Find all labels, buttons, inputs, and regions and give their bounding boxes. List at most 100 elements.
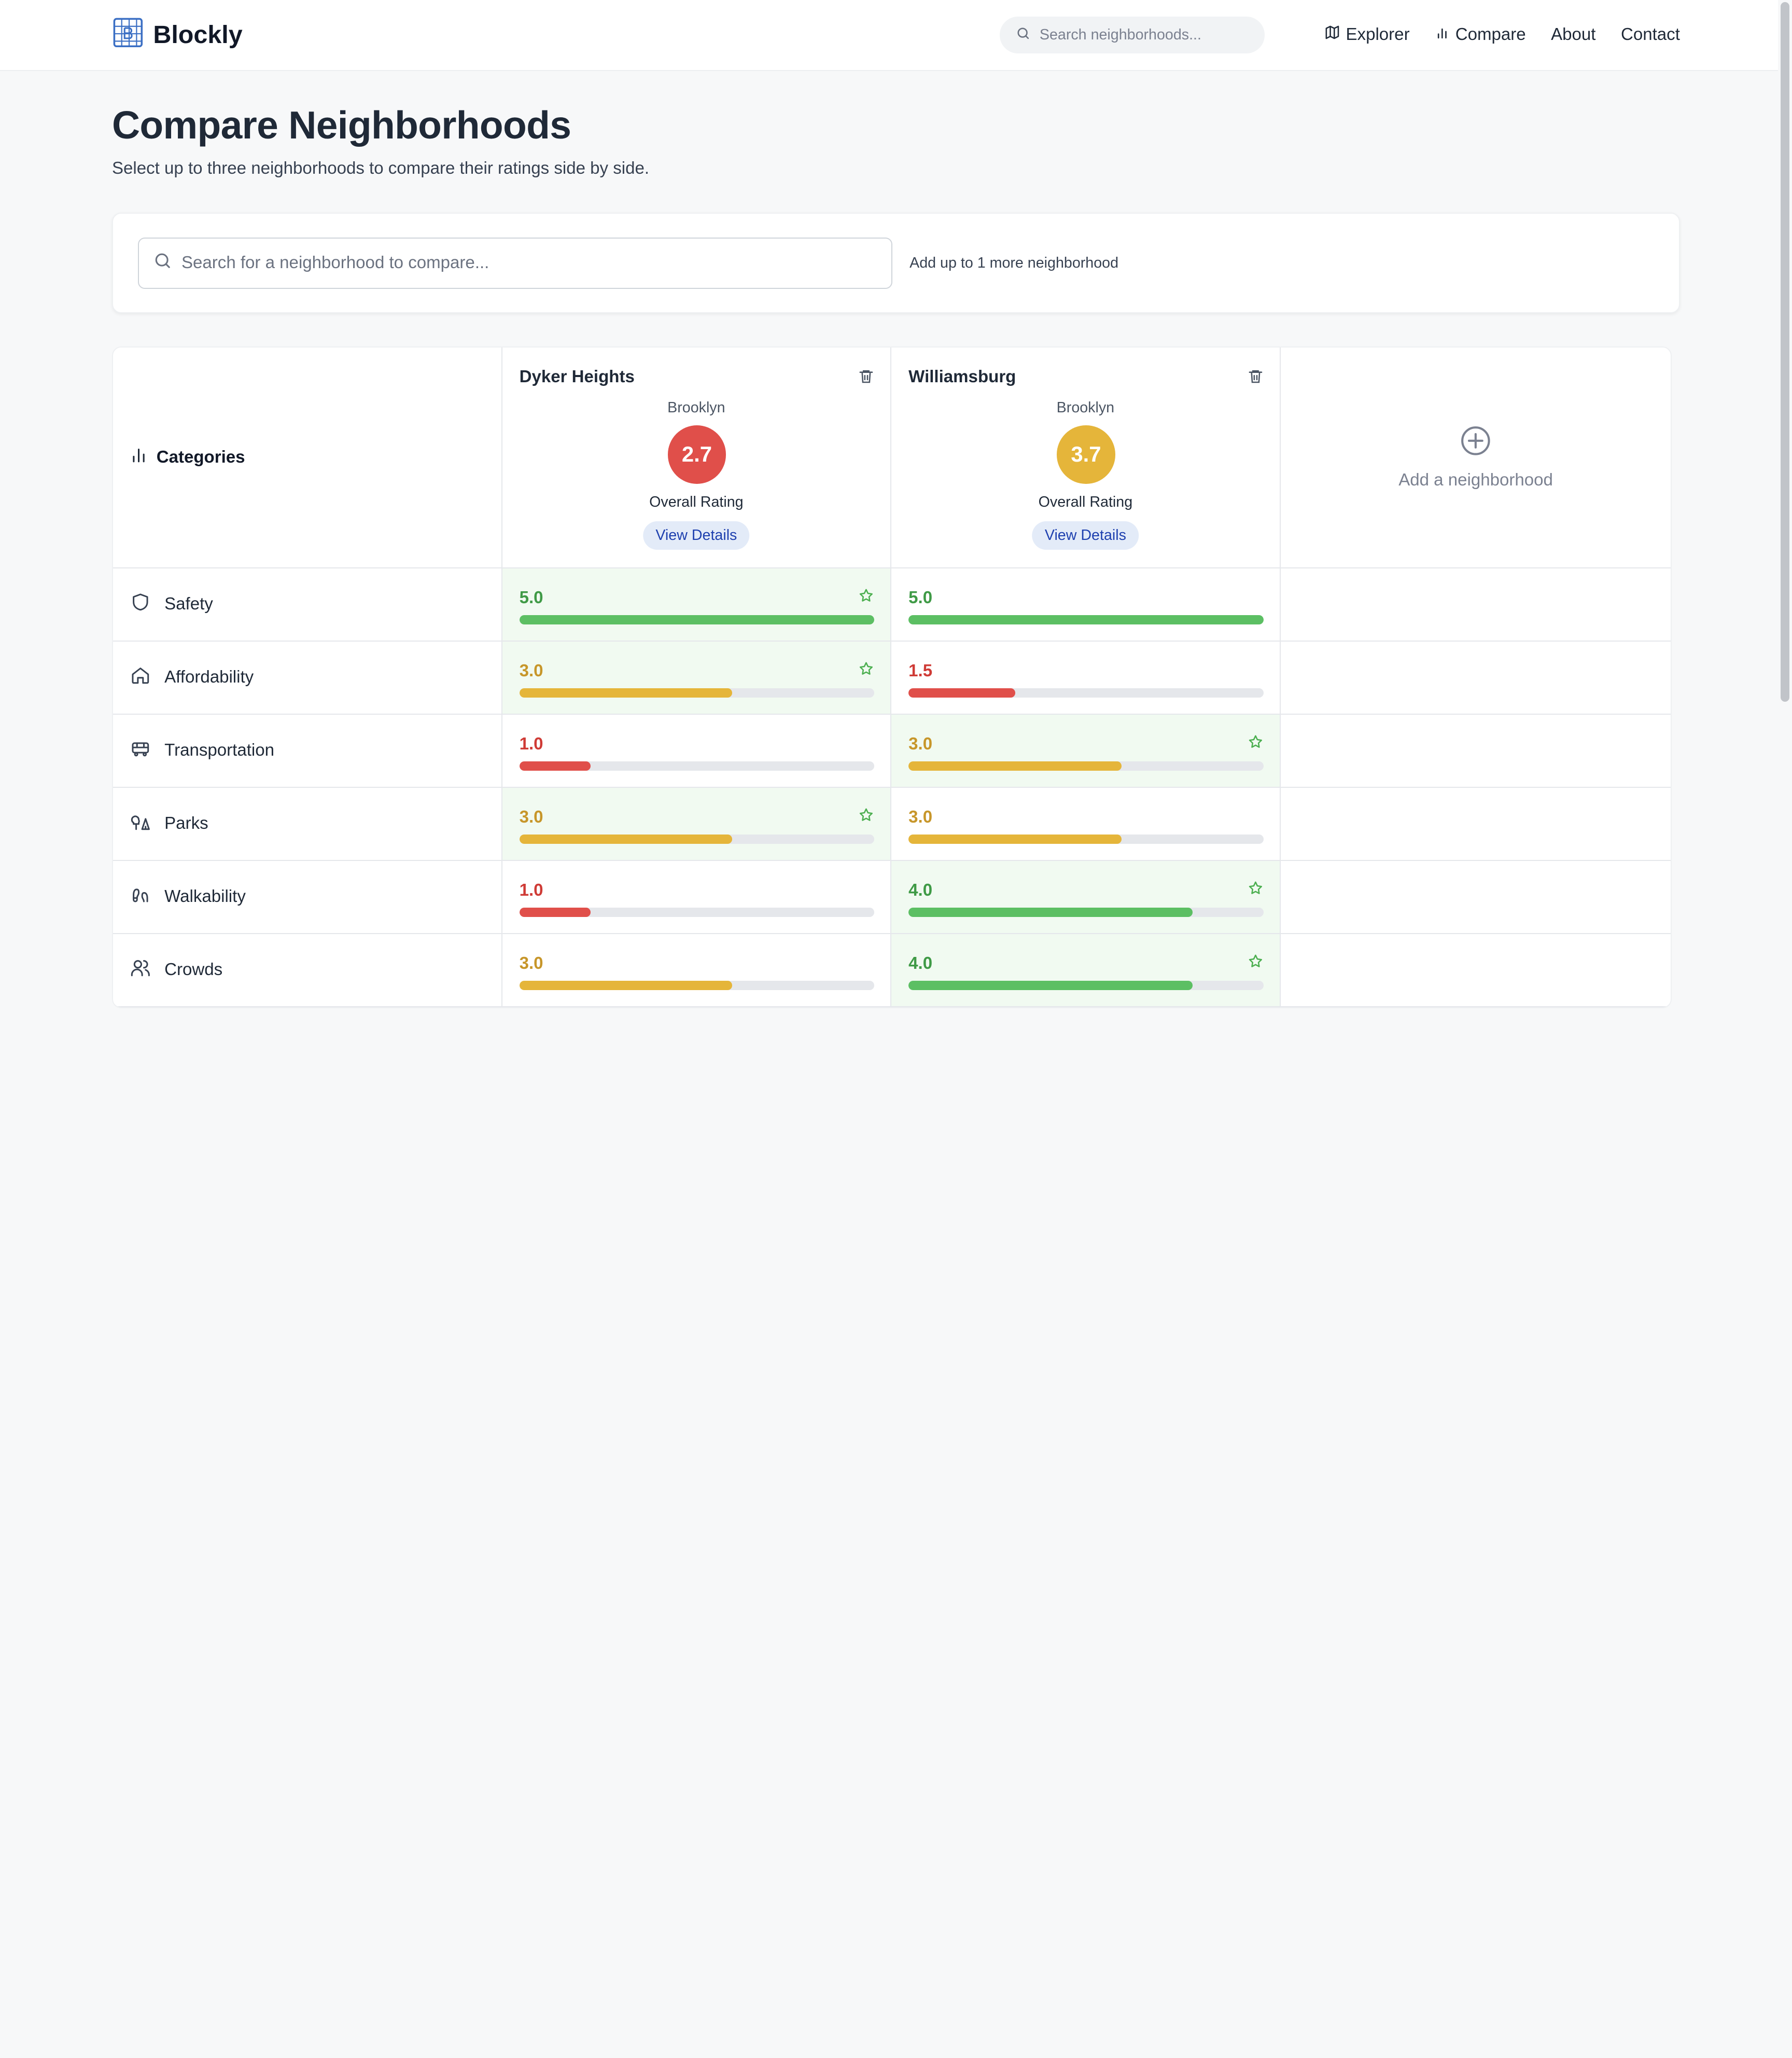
star-icon (1248, 953, 1264, 974)
score-bar-fill (519, 615, 875, 624)
score-cell: 3.0 (502, 641, 892, 714)
app: Blockly Explorer Compare (0, 0, 1792, 1029)
score-value: 1.0 (519, 881, 543, 900)
compare-search-card: Add up to 1 more neighborhood (111, 213, 1680, 314)
score-bar (519, 761, 875, 771)
category-label: Affordability (164, 668, 254, 687)
table-row: Safety 5.0 5.0 (113, 568, 1671, 642)
search-icon (153, 251, 172, 275)
score-bar (908, 981, 1264, 990)
nav-link-explorer[interactable]: Explorer (1324, 24, 1410, 45)
compare-search-box[interactable] (138, 237, 893, 289)
score-cell: 3.0 (502, 934, 892, 1006)
score-value: 3.0 (519, 954, 543, 974)
overall-rating-label: Overall Rating (649, 494, 744, 511)
categories-header: Categories (113, 347, 502, 567)
table-row: Parks 3.0 3.0 (113, 787, 1671, 861)
score-bar (908, 761, 1264, 771)
add-hint: Add up to 1 more neighborhood (909, 254, 1118, 271)
score-bar-fill (908, 688, 1015, 698)
comparison-table: Categories Dyker Heights Brooklyn 2.7 Ov… (111, 346, 1672, 1008)
score-bar-fill (908, 615, 1264, 624)
score-bar (908, 835, 1264, 844)
score-bar-fill (519, 835, 733, 844)
score-value: 5.0 (908, 588, 933, 607)
view-details-button[interactable]: View Details (1032, 521, 1139, 550)
empty-cell (1281, 642, 1671, 714)
compare-search-input[interactable] (181, 253, 867, 273)
bus-icon (130, 738, 151, 763)
score-value: 4.0 (908, 881, 933, 900)
nav-search[interactable] (999, 17, 1265, 53)
empty-cell (1281, 568, 1671, 641)
nav-right: Explorer Compare About Contact (999, 17, 1680, 53)
neighborhood-column-header: Williamsburg Brooklyn 3.7 Overall Rating… (891, 347, 1281, 567)
score-bar (519, 615, 875, 624)
score-bar (908, 688, 1264, 698)
brand-name: Blockly (153, 21, 243, 49)
category-cell: Parks (113, 787, 502, 860)
top-navbar: Blockly Explorer Compare (0, 0, 1792, 71)
score-bar (519, 835, 875, 844)
trash-icon[interactable] (1248, 368, 1264, 389)
category-label: Transportation (164, 741, 274, 760)
category-cell: Walkability (113, 860, 502, 933)
borough-label: Brooklyn (667, 399, 725, 416)
table-body: Safety 5.0 5.0 Affordability 3.0 1.5 Transport… (113, 568, 1671, 1007)
score-cell: 3.0 (891, 787, 1281, 860)
logo-icon (112, 17, 144, 53)
score-cell: 3.0 (502, 787, 892, 860)
bar-chart-icon (130, 447, 147, 468)
score-cell: 1.0 (502, 860, 892, 933)
category-label: Crowds (164, 960, 223, 980)
score-cell: 4.0 (891, 860, 1281, 933)
nav-link-label: Explorer (1346, 25, 1410, 45)
neighborhood-name: Williamsburg (908, 367, 1016, 386)
score-bar-fill (519, 688, 733, 698)
category-cell: Transportation (113, 714, 502, 787)
score-bar-fill (519, 908, 591, 917)
nav-link-about[interactable]: About (1551, 25, 1595, 45)
score-cell: 5.0 (891, 568, 1281, 641)
score-bar (908, 615, 1264, 624)
table-row: Affordability 3.0 1.5 (113, 641, 1671, 715)
page-title: Compare Neighborhoods (111, 103, 571, 147)
score-bar (519, 981, 875, 990)
scrollbar[interactable] (1778, 0, 1792, 1029)
star-icon (1248, 734, 1264, 755)
star-icon (1248, 880, 1264, 901)
score-bar-fill (908, 908, 1193, 917)
nav-search-input[interactable] (1039, 26, 1245, 44)
score-bar-fill (519, 981, 733, 990)
nav-link-label: Compare (1455, 25, 1526, 45)
score-cell: 5.0 (502, 568, 892, 641)
overall-rating-label: Overall Rating (1038, 494, 1133, 511)
view-details-button[interactable]: View Details (643, 521, 750, 550)
score-cell: 4.0 (891, 934, 1281, 1006)
neighborhood-name: Dyker Heights (519, 367, 635, 386)
category-label: Walkability (164, 887, 246, 907)
category-cell: Safety (113, 568, 502, 641)
brand[interactable]: Blockly (112, 17, 243, 53)
score-cell: 1.5 (891, 641, 1281, 714)
add-neighborhood-slot[interactable]: Add a neighborhood (1281, 347, 1671, 567)
category-label: Safety (164, 594, 213, 614)
categories-label: Categories (156, 448, 245, 467)
score-bar (519, 908, 875, 917)
scrollbar-thumb[interactable] (1780, 2, 1790, 702)
score-bar (908, 908, 1264, 917)
add-neighborhood-label: Add a neighborhood (1398, 470, 1553, 490)
table-row: Walkability 1.0 4.0 (113, 860, 1671, 934)
users-icon (130, 957, 151, 983)
score-value: 3.0 (519, 808, 543, 827)
empty-cell (1281, 715, 1671, 787)
score-value: 5.0 (519, 588, 543, 607)
star-icon (858, 807, 874, 828)
score-value: 4.0 (908, 954, 933, 974)
trash-icon[interactable] (858, 368, 874, 389)
score-bar-fill (519, 761, 591, 771)
nav-link-contact[interactable]: Contact (1621, 25, 1680, 45)
table-header-row: Categories Dyker Heights Brooklyn 2.7 Ov… (113, 347, 1671, 568)
nav-link-compare[interactable]: Compare (1435, 25, 1526, 45)
trees-icon (130, 811, 151, 837)
